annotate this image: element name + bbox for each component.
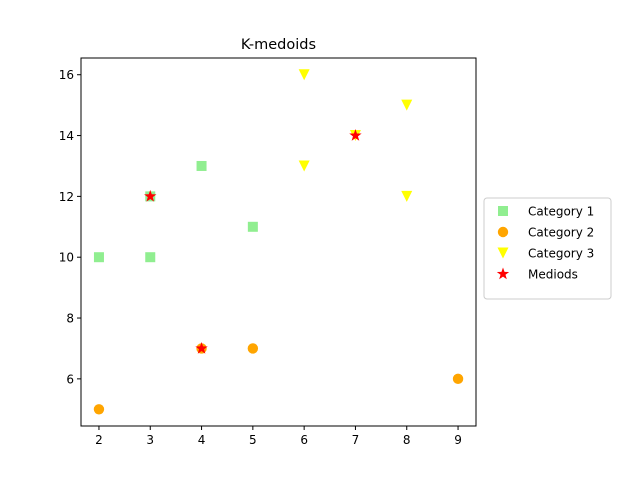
y-tick-label: 14 [59, 129, 74, 143]
y-tick-label: 6 [66, 372, 74, 386]
point-triangle-down-series-3 [298, 69, 310, 81]
x-tick-label: 4 [198, 433, 206, 447]
point-circle-series-2 [247, 343, 259, 354]
point-star-series-4 [195, 341, 208, 354]
point-circle-series-2 [93, 404, 105, 415]
point-square-series-1 [93, 252, 104, 263]
axis-ticks: 2 3 4 5 6 7 8 9 6 8 10 12 14 16 [59, 68, 462, 447]
legend-label: Category 1 [528, 205, 594, 219]
x-tick-label: 2 [95, 433, 103, 447]
legend: Category 1 Category 2 Category 3 Mediods [483, 197, 612, 300]
legend-marker-1 [498, 206, 508, 216]
chart-title: K-medoids [241, 37, 316, 53]
x-tick-label: 6 [300, 433, 308, 447]
x-tick-label: 7 [352, 433, 360, 447]
y-tick-label: 16 [59, 68, 74, 82]
y-tick-label: 8 [66, 312, 74, 326]
point-square-series-1 [247, 221, 258, 232]
legend-frame [483, 197, 612, 300]
data-points [93, 69, 464, 415]
legend-marker-4 [496, 267, 510, 280]
point-star-series-4 [144, 189, 157, 202]
legend-marker-2 [497, 226, 509, 238]
y-tick-label: 10 [59, 251, 74, 265]
x-tick-label: 3 [146, 433, 154, 447]
x-tick-label: 5 [249, 433, 257, 447]
legend-label: Category 2 [528, 226, 594, 240]
legend-label: Category 3 [528, 247, 594, 261]
point-square-series-1 [196, 160, 207, 171]
y-tick-label: 12 [59, 190, 74, 204]
legend-label: Mediods [528, 268, 578, 282]
legend-marker-3 [497, 247, 509, 259]
x-tick-label: 8 [403, 433, 411, 447]
plot-frame [80, 57, 477, 427]
point-triangle-down-series-3 [401, 99, 413, 111]
point-square-series-1 [145, 252, 156, 263]
point-circle-series-2 [452, 373, 464, 385]
point-star-series-4 [349, 129, 362, 141]
point-triangle-down-series-3 [298, 160, 310, 172]
x-tick-label: 9 [454, 433, 462, 447]
point-triangle-down-series-3 [401, 190, 413, 202]
